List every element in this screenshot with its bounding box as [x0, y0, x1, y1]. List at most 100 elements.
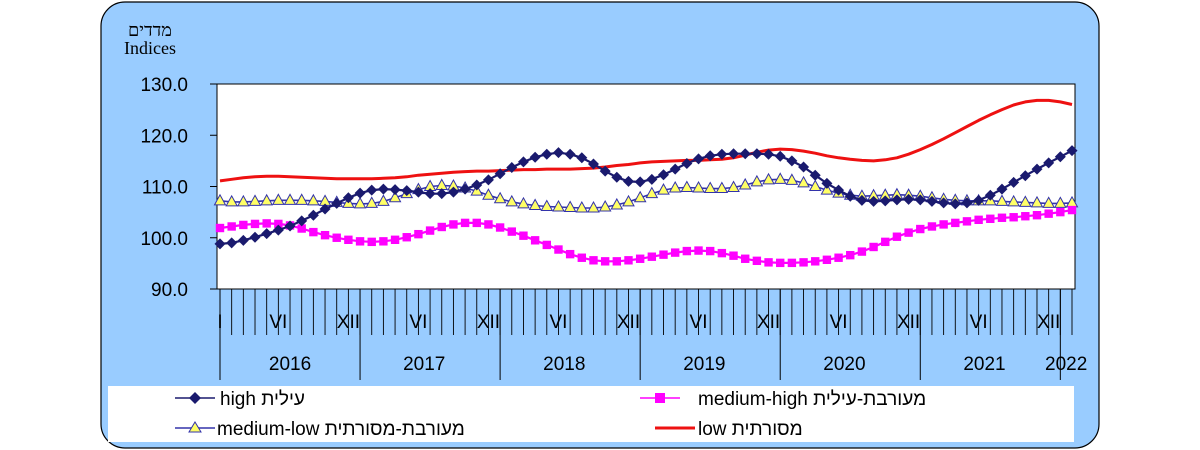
point-medium_high — [729, 251, 738, 260]
point-high — [658, 169, 670, 181]
point-high — [237, 234, 249, 246]
point-medium_low — [587, 200, 600, 213]
point-medium_low — [388, 190, 402, 203]
point-high — [319, 203, 331, 215]
point-high — [821, 177, 833, 189]
point-high — [1008, 176, 1020, 188]
point-medium_high — [227, 222, 236, 231]
point-high — [471, 179, 483, 191]
x-year-label: 2018 — [543, 354, 585, 375]
point-high — [833, 184, 845, 196]
point-medium_low — [762, 172, 775, 185]
point-high — [798, 161, 810, 173]
legend-box — [108, 386, 1074, 442]
legend-item-medium_low: medium-low מעורבת-מסורתית — [175, 419, 465, 440]
point-medium_high — [635, 254, 645, 263]
y-tick-label: 130.0 — [140, 75, 188, 96]
point-medium_low — [575, 200, 589, 213]
point-high — [809, 169, 821, 181]
point-medium_high — [274, 219, 283, 229]
point-medium_low — [773, 172, 787, 184]
point-high — [1066, 145, 1078, 157]
point-medium_high — [997, 213, 1007, 222]
point-high — [949, 198, 961, 210]
point-medium_high — [309, 227, 318, 237]
point-high — [669, 163, 681, 175]
point-high — [1019, 170, 1031, 182]
x-month-label: XII — [1037, 312, 1060, 333]
point-medium_high — [892, 232, 902, 241]
point-medium_high — [752, 256, 762, 266]
point-medium_low — [633, 190, 647, 203]
legend: high עילית medium-high מעורבת-עיליתmedium… — [175, 389, 926, 440]
point-medium_high — [951, 218, 960, 228]
legend-label-he: מעורבת-מסורתית — [325, 419, 465, 440]
point-medium_high — [962, 217, 972, 226]
point-medium_low — [482, 188, 495, 200]
y-tick-label: 120.0 — [140, 126, 188, 147]
legend-label-en: low — [698, 419, 727, 440]
x-month-label: VI — [690, 312, 708, 333]
x-month-label: XII — [337, 312, 360, 333]
point-medium_high — [916, 224, 925, 234]
point-medium_low — [353, 196, 367, 209]
point-high — [424, 188, 436, 200]
point-high — [284, 220, 296, 232]
point-medium_low — [692, 181, 705, 193]
plot-area — [216, 83, 1076, 290]
point-high — [693, 153, 705, 165]
point-high — [249, 231, 261, 243]
legend-label: low מסורתית — [698, 419, 803, 440]
point-high — [517, 156, 529, 168]
point-high — [681, 157, 693, 169]
point-high — [716, 148, 728, 160]
legend-label-he: מעורבת-עילית — [813, 389, 926, 410]
point-medium_high — [682, 246, 692, 256]
point-medium_high — [449, 220, 458, 229]
point-medium_high — [846, 250, 855, 260]
y-tick-label: 110.0 — [142, 178, 188, 199]
point-medium_high — [367, 237, 376, 247]
point-medium_high — [262, 219, 271, 228]
point-high — [1043, 157, 1055, 169]
point-medium_high — [565, 249, 575, 259]
point-high — [611, 171, 623, 183]
point-medium_high — [974, 215, 983, 225]
point-medium_high — [694, 246, 703, 255]
point-high — [541, 148, 553, 160]
x-axis: IVIXIIVIXIIVIXIIVIXIIVIXIIVIXII201620172… — [217, 289, 1087, 380]
point-high — [401, 185, 413, 197]
point-medium_low — [645, 186, 659, 199]
point-medium_low — [517, 196, 530, 209]
point-medium_high — [472, 218, 481, 228]
point-medium_high — [705, 246, 715, 256]
point-medium_high — [799, 258, 808, 267]
point-medium_low — [785, 173, 799, 185]
series-high — [214, 145, 1078, 250]
x-month-label: XII — [477, 312, 500, 333]
point-medium_high — [554, 245, 563, 254]
point-medium_high — [670, 248, 680, 257]
point-high — [751, 148, 763, 160]
point-high — [494, 168, 506, 180]
point-medium_high — [600, 257, 610, 266]
point-medium_high — [1044, 209, 1053, 218]
x-month-label: XII — [617, 312, 640, 333]
legend-label: high עילית — [220, 389, 305, 410]
point-high — [459, 183, 471, 195]
point-high — [552, 147, 564, 159]
point-medium_low — [703, 181, 717, 194]
point-medium_high — [530, 236, 540, 245]
y-axis-label-hebrew: מדדים — [128, 20, 172, 40]
point-high — [1031, 163, 1043, 175]
point-medium_low — [236, 194, 250, 207]
point-medium_high — [1067, 205, 1077, 215]
point-high — [891, 194, 903, 206]
point-high — [973, 194, 985, 206]
point-high — [868, 195, 880, 207]
point-high — [599, 165, 611, 177]
point-medium_high — [332, 233, 341, 242]
point-medium_low — [540, 199, 554, 211]
point-medium_low — [820, 183, 834, 195]
y-axis: 130.0 120.0 110.0 100.0 90.0 — [140, 75, 217, 301]
